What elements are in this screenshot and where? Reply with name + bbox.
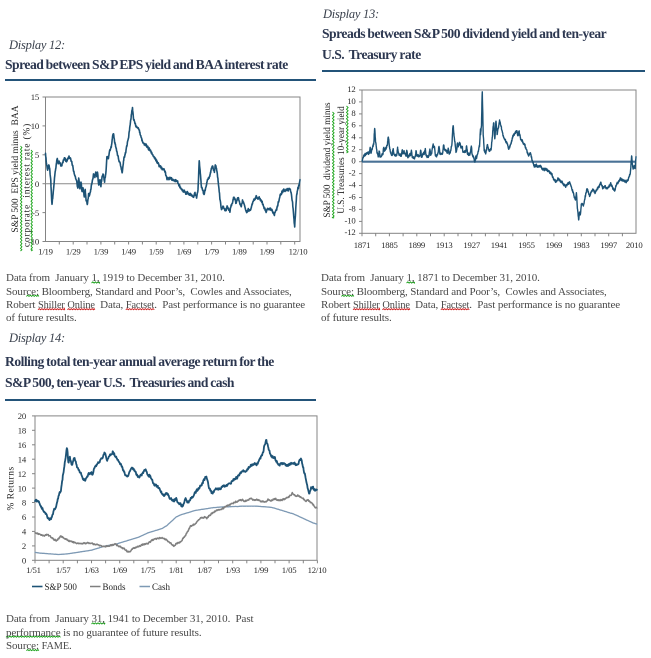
svg-text:-6: -6 <box>349 191 357 201</box>
svg-text:1/49: 1/49 <box>121 247 136 257</box>
svg-text:10: 10 <box>31 121 40 131</box>
svg-text:1/63: 1/63 <box>84 565 99 575</box>
svg-text:6: 6 <box>22 512 27 522</box>
svg-text:-4: -4 <box>349 179 357 189</box>
svg-text:10: 10 <box>18 483 27 493</box>
svg-text:1927: 1927 <box>463 240 480 250</box>
svg-text:2010: 2010 <box>626 240 643 250</box>
svg-text:Bonds: Bonds <box>103 582 127 592</box>
svg-text:6: 6 <box>351 120 356 130</box>
svg-text:1/79: 1/79 <box>204 247 219 257</box>
svg-text:1997: 1997 <box>600 240 617 250</box>
svg-text:14: 14 <box>18 454 27 464</box>
svg-text:4: 4 <box>22 527 27 537</box>
svg-text:12: 12 <box>18 469 26 479</box>
svg-text:1/87: 1/87 <box>197 565 213 575</box>
svg-text:0: 0 <box>35 179 40 189</box>
svg-text:1/99: 1/99 <box>254 565 269 575</box>
svg-text:2: 2 <box>351 144 355 154</box>
svg-text:1983: 1983 <box>573 240 590 250</box>
svg-text:1955: 1955 <box>518 240 535 250</box>
svg-text:15: 15 <box>31 92 39 102</box>
svg-text:S&P 500 dividend yield minus: S&P 500 dividend yield minus <box>322 102 332 218</box>
svg-text:1/59: 1/59 <box>149 247 164 257</box>
svg-text:5: 5 <box>35 150 39 160</box>
svg-text:0: 0 <box>351 156 356 166</box>
svg-text:0: 0 <box>22 556 27 566</box>
svg-text:1/05: 1/05 <box>282 565 297 575</box>
svg-text:1/69: 1/69 <box>177 247 192 257</box>
svg-text:-12: -12 <box>345 227 356 237</box>
svg-text:S&P 500: S&P 500 <box>45 582 78 592</box>
svg-text:8: 8 <box>351 108 356 118</box>
svg-text:1/57: 1/57 <box>56 565 72 575</box>
svg-text:1/69: 1/69 <box>112 565 127 575</box>
svg-text:2: 2 <box>22 541 26 551</box>
svg-text:18: 18 <box>18 426 27 436</box>
svg-text:corporate interest rate (%): corporate interest rate (%) <box>22 123 33 247</box>
svg-text:1/99: 1/99 <box>260 247 275 257</box>
svg-text:10: 10 <box>347 96 356 106</box>
svg-text:1899: 1899 <box>409 240 426 250</box>
svg-text:8: 8 <box>22 498 27 508</box>
svg-text:1941: 1941 <box>491 240 508 250</box>
svg-text:S&P 500 EPS yield minus BAA: S&P 500 EPS yield minus BAA <box>11 105 21 232</box>
svg-text:1871: 1871 <box>354 240 371 250</box>
svg-text:-5: -5 <box>32 208 39 218</box>
svg-text:1/29: 1/29 <box>66 247 81 257</box>
svg-text:1/89: 1/89 <box>232 247 247 257</box>
svg-text:Cash: Cash <box>152 582 171 592</box>
svg-text:1/93: 1/93 <box>225 565 240 575</box>
svg-text:1969: 1969 <box>546 240 563 250</box>
svg-text:-10: -10 <box>345 215 357 225</box>
svg-text:1/75: 1/75 <box>141 565 156 575</box>
svg-text:1/19: 1/19 <box>38 247 53 257</box>
svg-text:-2: -2 <box>349 168 356 178</box>
svg-text:1/81: 1/81 <box>169 565 184 575</box>
svg-text:-10: -10 <box>28 237 40 247</box>
svg-text:-8: -8 <box>349 203 357 213</box>
svg-text:12/10: 12/10 <box>289 247 309 257</box>
svg-text:4: 4 <box>351 132 356 142</box>
svg-text:1885: 1885 <box>381 240 398 250</box>
svg-text:12: 12 <box>347 84 355 94</box>
svg-text:1/39: 1/39 <box>94 247 109 257</box>
svg-text:% Returns: % Returns <box>7 466 17 510</box>
svg-text:1913: 1913 <box>436 240 453 250</box>
svg-text:16: 16 <box>18 440 27 450</box>
svg-text:20: 20 <box>18 411 27 421</box>
svg-text:12/10: 12/10 <box>308 565 328 575</box>
svg-text:U.S. Treasuries 10-year yield: U.S. Treasuries 10-year yield <box>336 106 346 214</box>
svg-text:1/51: 1/51 <box>26 565 41 575</box>
